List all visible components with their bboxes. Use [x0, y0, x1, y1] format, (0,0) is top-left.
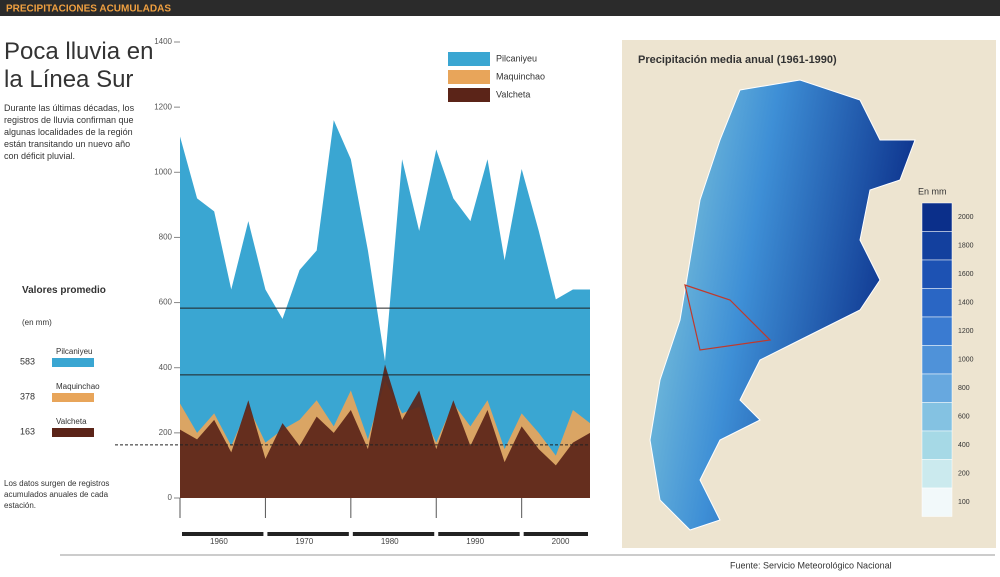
- average-name: Pilcaniyeu: [56, 347, 92, 356]
- averages-unit: (en mm): [22, 318, 52, 327]
- legend-label: Pilcaniyeu: [496, 53, 537, 63]
- average-swatch: [52, 358, 94, 367]
- y-tick-label: 1000: [154, 167, 172, 176]
- x-tick-label: 2000: [552, 537, 570, 546]
- legend-label: Valcheta: [496, 89, 530, 99]
- y-tick-label: 1200: [154, 102, 172, 111]
- decade-bar: [438, 532, 520, 536]
- y-tick-label: 600: [159, 298, 173, 307]
- legend-swatch: [448, 70, 490, 84]
- scale-label: 100: [958, 499, 970, 506]
- legend-swatch: [448, 88, 490, 102]
- header-bar: [0, 0, 1000, 16]
- scale-label: 1400: [958, 299, 974, 306]
- decade-bar: [352, 532, 435, 536]
- intro: Durante las últimas décadas, los registr…: [4, 103, 135, 161]
- average-value: 163: [20, 426, 35, 436]
- legend-swatch: [448, 52, 490, 66]
- scale-box: [921, 373, 953, 403]
- scale-label: 1200: [958, 328, 974, 335]
- note: Los datos surgen de registros acumulados…: [4, 479, 110, 510]
- scale-box: [921, 259, 953, 289]
- header: PRECIPITACIONES ACUMULADAS: [6, 4, 171, 15]
- map-unit: En mm: [918, 186, 947, 196]
- decade-bar: [523, 532, 588, 536]
- scale-box: [921, 459, 953, 489]
- legend-label: Maquinchao: [496, 71, 545, 81]
- average-swatch: [52, 393, 94, 402]
- scale-label: 200: [958, 470, 970, 477]
- x-tick-label: 1990: [466, 537, 484, 546]
- title: Poca lluvia en la Línea Sur: [4, 38, 154, 93]
- scale-label: 1800: [958, 242, 974, 249]
- scale-box: [921, 316, 953, 346]
- scale-box: [921, 402, 953, 432]
- y-tick-label: 1400: [154, 37, 172, 46]
- x-tick-label: 1960: [210, 537, 228, 546]
- scale-label: 2000: [958, 214, 974, 221]
- region-outline: [684, 284, 772, 351]
- average-value: 378: [20, 391, 35, 401]
- y-tick-label: 800: [159, 233, 173, 242]
- y-tick-label: 200: [159, 428, 173, 437]
- decade-bar: [182, 532, 264, 536]
- scale-box: [921, 288, 953, 318]
- average-name: Maquinchao: [56, 382, 100, 391]
- scale-label: 1600: [958, 271, 974, 278]
- x-tick-label: 1970: [295, 537, 313, 546]
- scale-box: [921, 430, 953, 460]
- x-tick-label: 1980: [381, 537, 399, 546]
- decade-bar: [267, 532, 349, 536]
- map-shape: [649, 79, 916, 531]
- y-tick-label: 400: [159, 363, 173, 372]
- scale-label: 800: [958, 385, 970, 392]
- scale-label: 1000: [958, 356, 974, 363]
- scale-box: [921, 345, 953, 375]
- averages-title: Valores promedio: [22, 285, 106, 296]
- average-name: Valcheta: [56, 417, 87, 426]
- area: [180, 364, 590, 498]
- scale-label: 600: [958, 413, 970, 420]
- scale-box: [921, 487, 953, 517]
- scale-box: [921, 231, 953, 261]
- scale-box: [921, 202, 953, 232]
- average-swatch: [52, 428, 94, 437]
- scale-label: 400: [958, 442, 970, 449]
- average-value: 583: [20, 356, 35, 366]
- map-title: Precipitación media anual (1961-1990): [638, 54, 837, 66]
- y-tick-label: 0: [168, 493, 173, 502]
- source: Fuente: Servicio Meteorológico Nacional: [730, 560, 892, 570]
